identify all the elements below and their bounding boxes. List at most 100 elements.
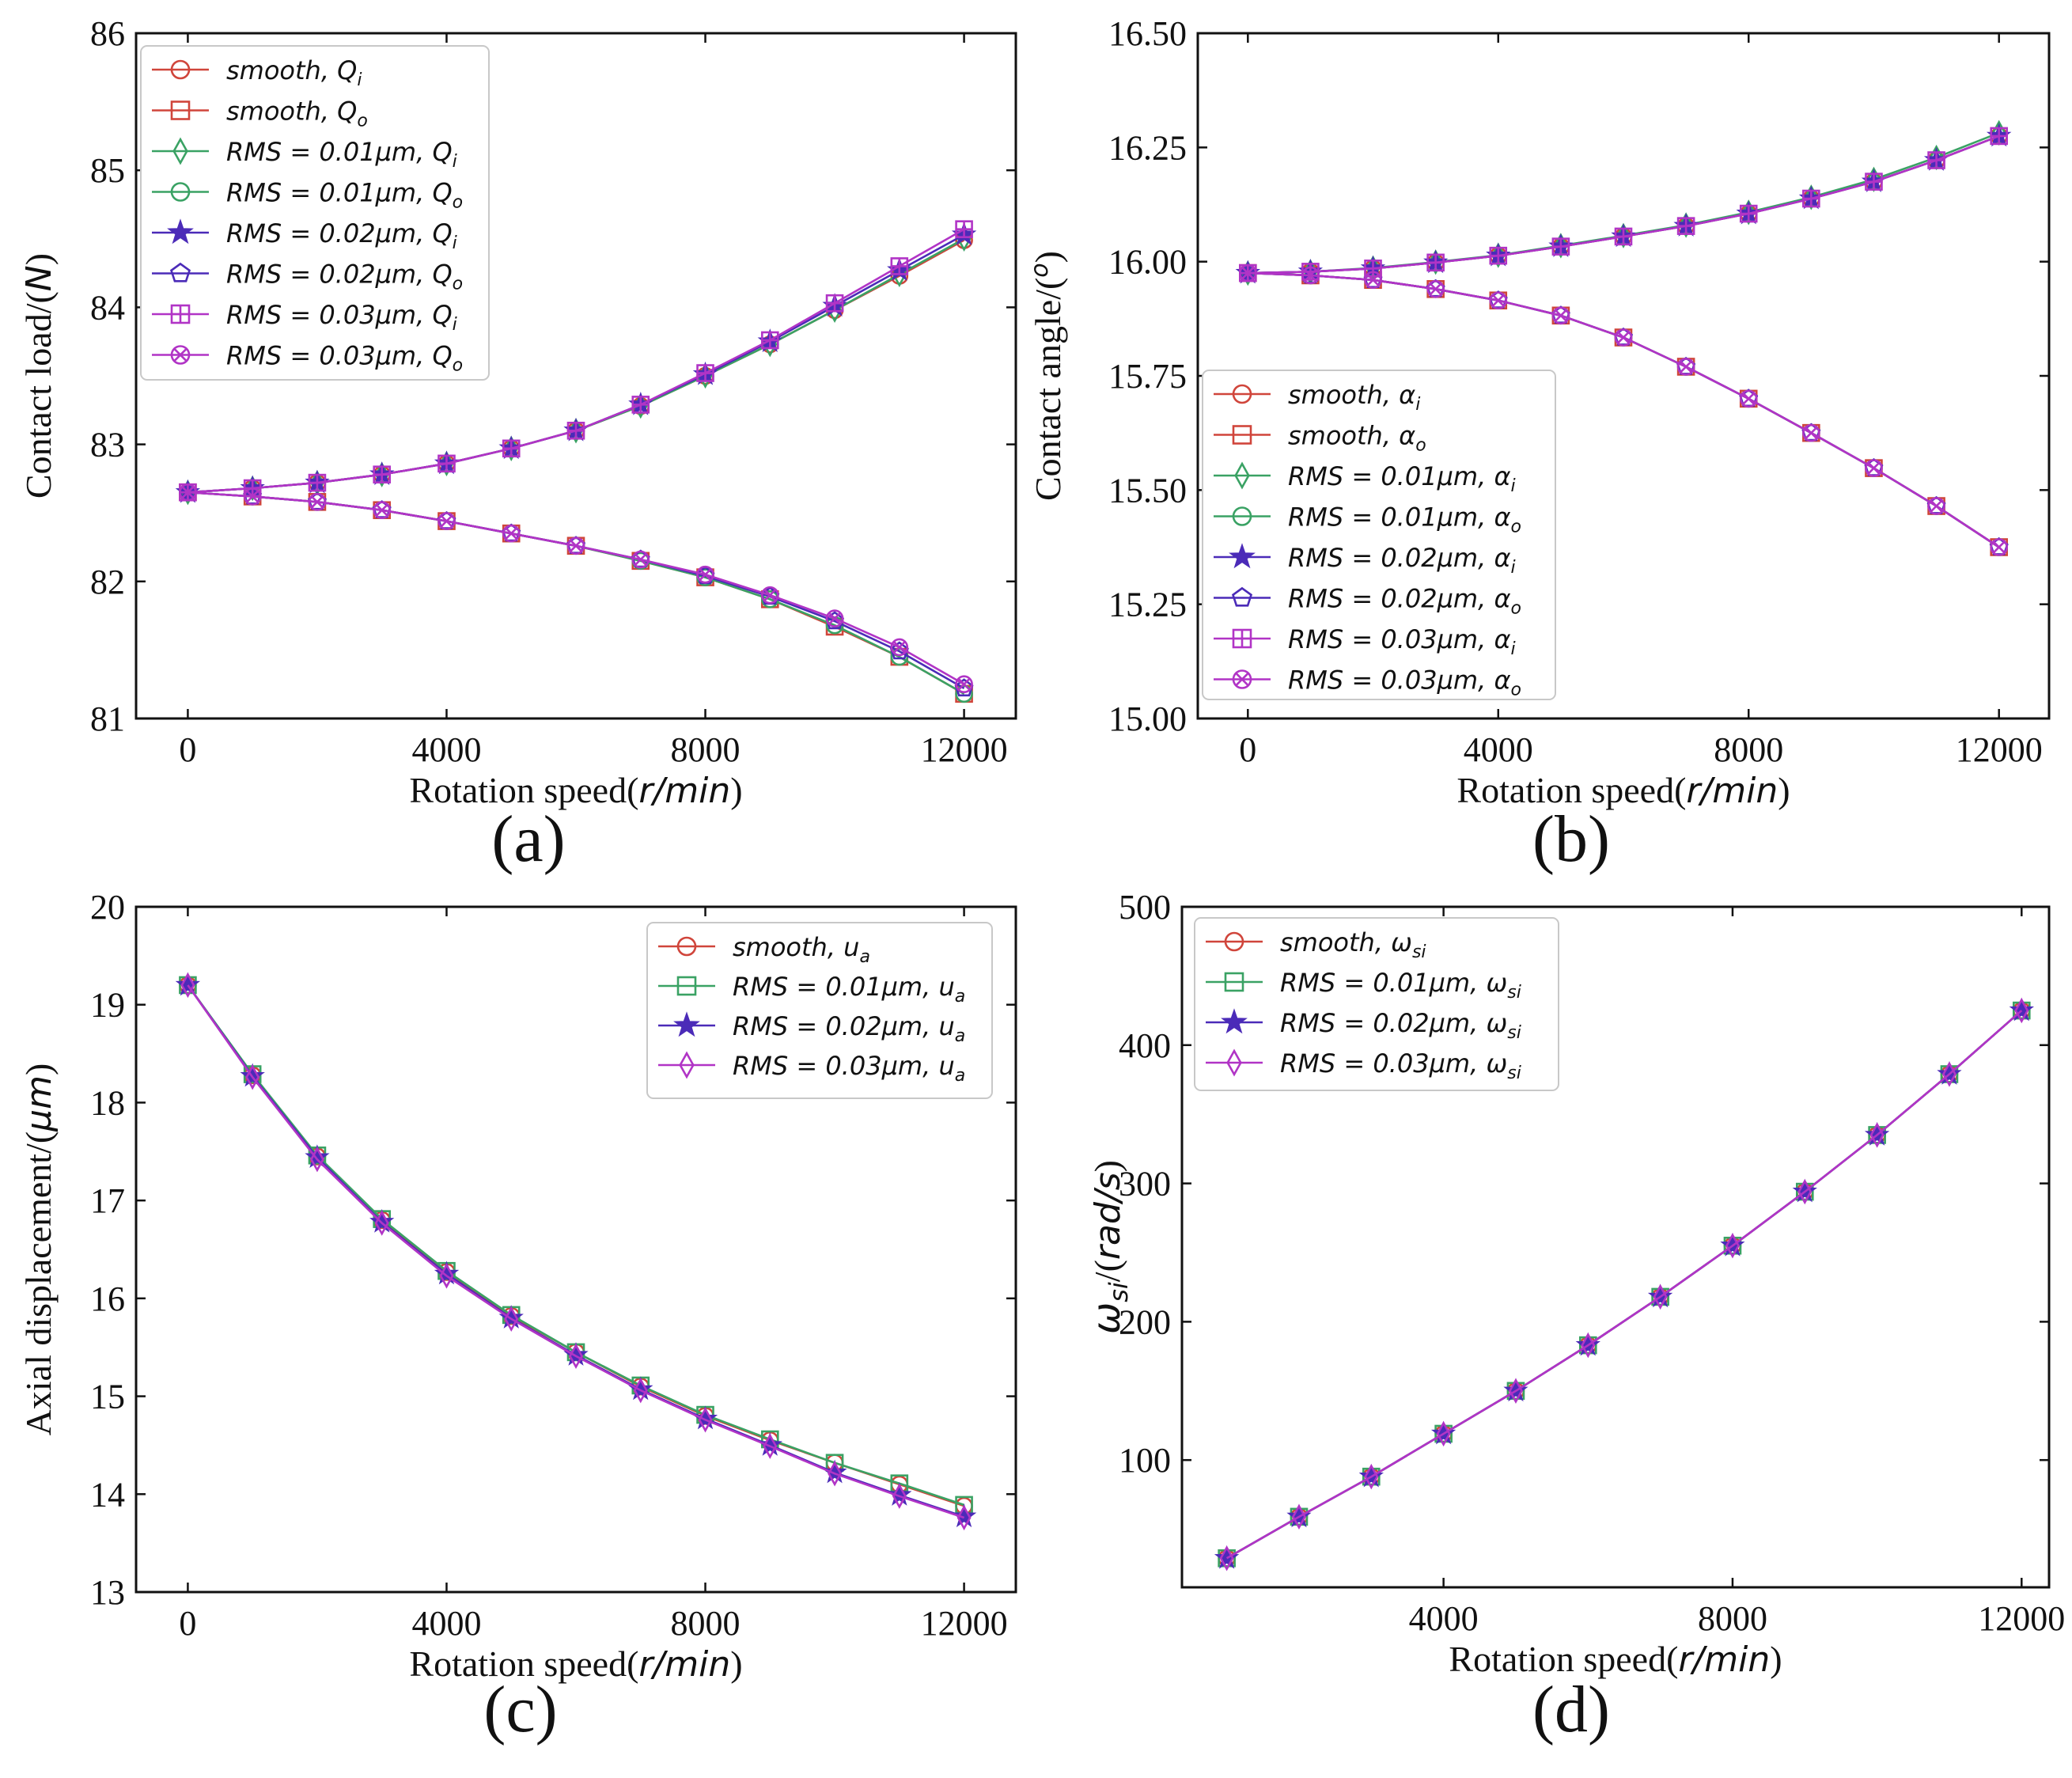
- data-point: [245, 1064, 260, 1090]
- data-point: [1676, 217, 1695, 235]
- legend-label: RMS = 0.03μm, ωsi: [1280, 1048, 1521, 1083]
- x-axis-label: Rotation speed(r/min): [1449, 1639, 1782, 1680]
- legend-entry: smooth, αi: [1214, 380, 1420, 415]
- panel-label: (d): [1532, 1673, 1610, 1746]
- legend-entry: RMS = 0.01μm, ua: [658, 972, 965, 1007]
- data-point: [502, 524, 521, 543]
- series-5: [1235, 123, 2012, 284]
- legend-marker: [170, 345, 191, 365]
- series-7: [1238, 127, 2009, 282]
- panel-label: (b): [1532, 802, 1610, 876]
- legend-marker: [1226, 1048, 1242, 1077]
- data-point: [1508, 1378, 1523, 1404]
- data-point: [569, 1343, 583, 1370]
- y-tick-label: 500: [1119, 888, 1171, 927]
- legend-marker: [676, 976, 697, 996]
- legend-marker: [1224, 972, 1244, 992]
- legend-entry: RMS = 0.03μm, Qi: [152, 300, 457, 335]
- data-point: [1739, 204, 1758, 223]
- legend-marker: [1232, 669, 1252, 689]
- legend-entry: RMS = 0.02μm, αi: [1214, 543, 1516, 578]
- y-tick-label: 400: [1119, 1026, 1171, 1065]
- legend-entry: smooth, ua: [658, 932, 870, 967]
- series-6: [178, 482, 974, 697]
- y-tick-label: 16.25: [1108, 128, 1187, 167]
- data-point: [1364, 260, 1382, 278]
- data-point: [566, 536, 585, 555]
- legend-label: RMS = 0.02μm, αo: [1288, 584, 1521, 619]
- legend-box: [1202, 370, 1556, 700]
- legend-marker: [1221, 1008, 1248, 1034]
- data-point: [825, 609, 844, 627]
- legend-entry: RMS = 0.03μm, αi: [1214, 624, 1516, 659]
- legend-label: RMS = 0.01μm, Qi: [226, 137, 457, 172]
- data-point: [243, 487, 262, 506]
- data-point: [955, 684, 973, 703]
- legend-entry: RMS = 0.03μm, Qo: [152, 341, 463, 376]
- data-point: [1436, 1420, 1451, 1447]
- series-line: [188, 491, 965, 685]
- legend-marker: [172, 137, 188, 165]
- y-axis-label: ωsi/(rad/s): [1085, 1160, 1134, 1334]
- data-point: [757, 1431, 782, 1456]
- legend-entry: RMS = 0.03μm, αo: [1214, 665, 1521, 700]
- y-tick-label: 15.00: [1108, 699, 1187, 738]
- legend-label: smooth, Qi: [226, 55, 362, 90]
- data-point: [956, 1504, 972, 1531]
- legend-entry: smooth, Qi: [152, 55, 362, 90]
- panel-d: 4000 8000 12000 100 200 300 400 500 Rotation spe…: [1085, 888, 2065, 1746]
- data-point: [439, 1263, 454, 1289]
- legend-entry: RMS = 0.01μm, Qi: [152, 137, 457, 172]
- data-point: [1614, 328, 1633, 347]
- data-point: [1990, 538, 2009, 556]
- series-4: [179, 483, 973, 703]
- legend-marker: [167, 218, 194, 245]
- y-axis-label: Axial displacement/(μm): [18, 1063, 59, 1436]
- data-point: [696, 364, 714, 382]
- legend: smooth, ωsi RMS = 0.01μm, ωsi RMS = 0.02μm…: [1194, 917, 1559, 1091]
- data-point: [1551, 237, 1570, 256]
- data-point: [1616, 222, 1631, 248]
- panel-b: 0 4000 8000 12000 15.00 15.25 15.50 15.75 16.00 1…: [1026, 14, 2051, 876]
- legend-marker: [170, 182, 191, 202]
- legend-label: RMS = 0.01μm, Qo: [226, 178, 463, 213]
- data-point: [502, 439, 521, 458]
- data-point: [438, 454, 456, 473]
- legend-entry: RMS = 0.02μm, ωsi: [1206, 1008, 1521, 1043]
- data-point: [180, 972, 195, 999]
- legend-box: [1194, 917, 1559, 1091]
- series-line: [188, 491, 965, 695]
- data-point: [1551, 306, 1570, 325]
- y-tick-label: 82: [90, 563, 125, 601]
- plot-frame: [134, 32, 1017, 720]
- data-point: [1865, 459, 1883, 477]
- data-point: [763, 1433, 778, 1459]
- x-tick-label: 8000: [1698, 1599, 1767, 1638]
- data-point: [955, 675, 973, 694]
- legend-marker: [1232, 384, 1252, 404]
- data-point: [631, 396, 650, 414]
- series-8: [1238, 263, 2009, 556]
- legend-marker: [1229, 543, 1256, 569]
- data-point: [305, 1144, 330, 1169]
- y-tick-label: 15.50: [1108, 471, 1187, 510]
- x-tick-label: 4000: [1464, 730, 1533, 769]
- data-point: [438, 512, 456, 530]
- data-point: [1725, 1233, 1740, 1259]
- data-point: [1614, 227, 1633, 246]
- y-tick-label: 20: [90, 888, 125, 927]
- y-tick-label: 16.50: [1108, 14, 1187, 53]
- series-line: [1248, 135, 2000, 275]
- data-point: [504, 1306, 519, 1333]
- data-point: [760, 586, 779, 605]
- data-point: [890, 257, 909, 275]
- legend-label: RMS = 0.03μm, αo: [1288, 665, 1521, 700]
- data-point: [1581, 1332, 1596, 1359]
- legend-marker: [679, 1051, 695, 1079]
- data-point: [825, 294, 844, 313]
- series-line: [1225, 1010, 2023, 1560]
- legend-marker: [1232, 425, 1252, 445]
- data-point: [698, 1407, 713, 1433]
- legend-marker: [1231, 586, 1253, 607]
